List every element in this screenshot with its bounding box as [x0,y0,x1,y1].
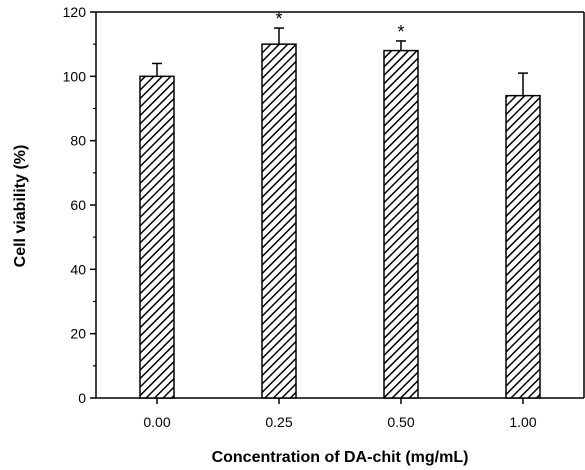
bar [383,49,419,399]
significance-mark: * [275,9,282,29]
y-tick-label: 40 [70,261,86,277]
x-tick-label: 0.25 [265,414,292,430]
significance-mark: * [397,22,404,42]
y-tick-label: 0 [78,390,86,406]
x-axis-title: Concentration of DA-chit (mg/mL) [212,449,469,466]
y-tick-label: 120 [63,4,87,20]
x-tick-label: 0.00 [143,414,170,430]
y-tick-label: 100 [63,68,87,84]
bar [139,75,175,399]
y-tick-label: 60 [70,197,86,213]
y-tick-label: 80 [70,133,86,149]
bar [261,43,297,399]
x-tick-label: 1.00 [509,414,536,430]
x-tick-label: 0.50 [387,414,414,430]
y-axis-title: Cell viability (%) [12,145,29,268]
plot-area: 0 20 40 60 80 100 120 0.00 0.25 * 0.50 * 1.00 [63,4,585,430]
y-tick-label: 20 [70,326,86,342]
bar [505,94,541,399]
